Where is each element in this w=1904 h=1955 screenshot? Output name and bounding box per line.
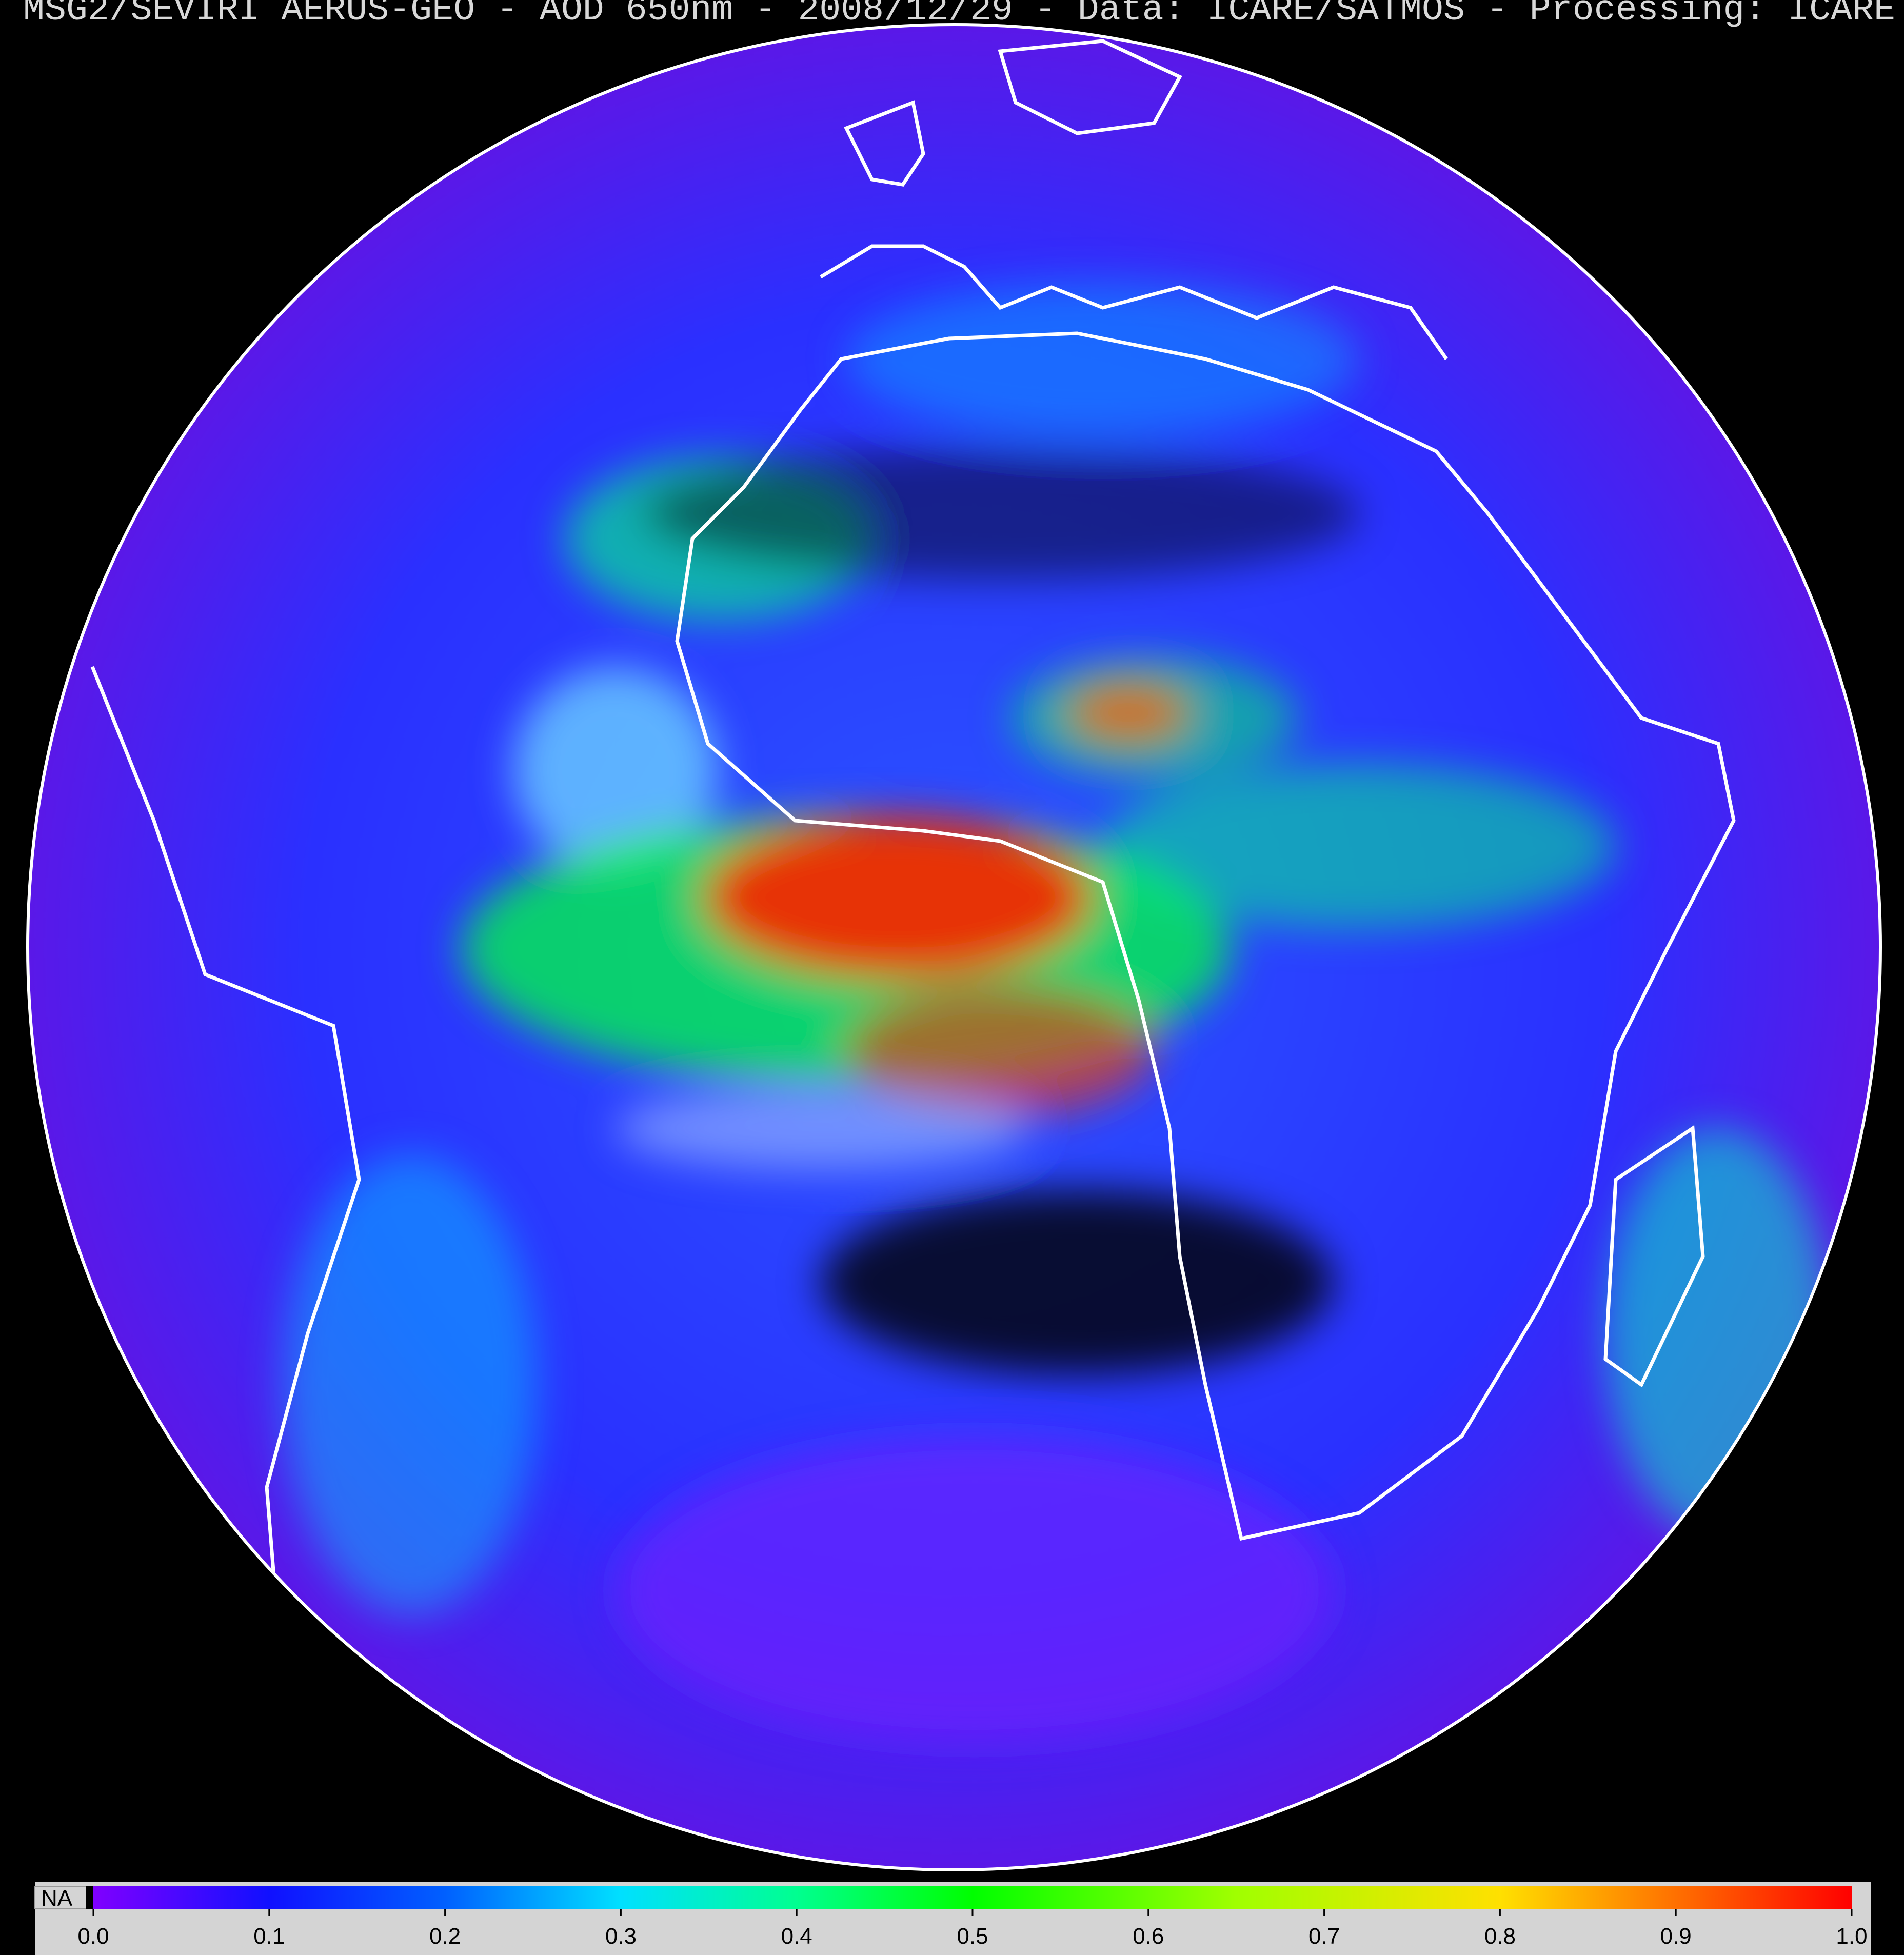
colorbar-tick-label: 0.8 [1484,1924,1516,1949]
colorbar-tick-label: 0.7 [1308,1924,1340,1949]
colorbar-tick-label: 0.0 [77,1924,109,1949]
na-box [34,1886,87,1909]
na-label: NA [41,1886,73,1911]
colorbar-tick-label: 0.3 [605,1924,637,1949]
colorbar-tick-label: 0.9 [1660,1924,1692,1949]
colorbar-tick-label: 1.0 [1836,1924,1867,1949]
aerosol-field [282,282,1831,1744]
colorbar-gradient [93,1886,1852,1909]
colorbar-tick-label: 0.1 [253,1924,285,1949]
na-swatch [86,1886,93,1909]
colorbar: NA [34,1882,1871,1955]
colorbar-tick-label: 0.6 [1133,1924,1164,1949]
colorbar-tick-label: 0.5 [957,1924,988,1949]
colorbar-tick-label: 0.4 [781,1924,812,1949]
colorbar-tick-label: 0.2 [429,1924,461,1949]
globe [28,25,1880,1870]
globe-outline [26,23,1882,1871]
